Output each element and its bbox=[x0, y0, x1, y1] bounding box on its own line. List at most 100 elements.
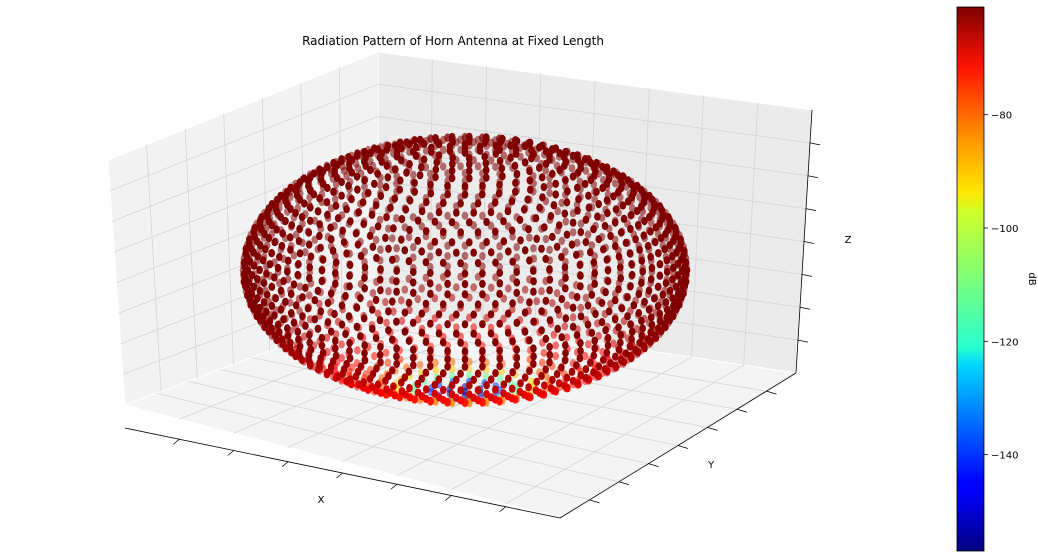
scatter-point bbox=[422, 385, 430, 394]
scatter-point bbox=[636, 245, 643, 254]
scatter-point bbox=[600, 245, 607, 254]
scatter-point bbox=[564, 187, 571, 196]
scatter-point bbox=[282, 297, 289, 306]
scatter-point bbox=[260, 279, 268, 288]
scatter-point bbox=[390, 224, 397, 233]
grid-line bbox=[505, 364, 744, 505]
scatter-point bbox=[427, 319, 434, 328]
scatter-point bbox=[382, 298, 389, 307]
scatter-point bbox=[507, 141, 514, 150]
scatter-point bbox=[305, 240, 313, 249]
scatter-point bbox=[304, 304, 312, 313]
scatter-point bbox=[420, 155, 428, 164]
scatter-point bbox=[410, 267, 417, 277]
scatter-point bbox=[271, 311, 278, 320]
scatter-point bbox=[474, 199, 482, 208]
z-tick bbox=[797, 339, 809, 343]
scatter-point bbox=[383, 213, 390, 222]
scatter-point bbox=[302, 283, 309, 292]
scatter-point bbox=[372, 235, 380, 245]
scatter-point bbox=[584, 230, 592, 239]
scatter-point bbox=[398, 387, 406, 396]
scatter-point bbox=[546, 181, 554, 190]
scatter-point bbox=[444, 211, 451, 220]
scatter-point bbox=[603, 196, 611, 205]
scatter-point bbox=[568, 291, 576, 300]
scatter-point bbox=[334, 214, 342, 223]
scatter-point bbox=[553, 242, 561, 251]
scatter-point bbox=[427, 189, 435, 198]
scatter-point bbox=[397, 156, 405, 165]
scatter-point bbox=[590, 225, 597, 234]
scatter-point bbox=[360, 219, 368, 229]
scatter-point bbox=[287, 245, 294, 254]
scatter-point bbox=[562, 284, 569, 293]
scatter-point bbox=[630, 301, 638, 310]
scatter-point bbox=[487, 156, 495, 165]
scatter-point bbox=[526, 256, 533, 265]
scatter-point bbox=[453, 310, 460, 319]
scatter-point bbox=[542, 296, 550, 305]
scatter-point bbox=[250, 282, 258, 291]
scatter-point bbox=[513, 278, 521, 287]
scatter-point bbox=[647, 227, 654, 236]
scatter-point bbox=[295, 335, 302, 344]
scatter-point bbox=[448, 381, 456, 390]
scatter-point bbox=[508, 197, 516, 206]
scatter-point bbox=[526, 233, 533, 242]
scatter-point bbox=[577, 339, 584, 348]
scatter-point bbox=[474, 369, 482, 378]
scatter-point bbox=[591, 279, 598, 288]
scatter-point bbox=[639, 267, 646, 276]
scatter-point bbox=[355, 380, 363, 389]
scatter-point bbox=[327, 289, 335, 298]
scatter-point bbox=[587, 358, 594, 367]
scatter-point bbox=[444, 347, 451, 356]
colorbar-label: dB bbox=[1026, 272, 1037, 285]
scatter-point bbox=[663, 313, 671, 322]
scatter-point bbox=[327, 223, 334, 232]
scatter-point bbox=[382, 348, 390, 357]
scatter-point bbox=[628, 270, 636, 280]
scatter-point bbox=[284, 256, 292, 265]
scatter-point bbox=[496, 156, 504, 166]
scatter-point bbox=[332, 336, 339, 345]
scatter-point bbox=[573, 250, 580, 259]
scatter-point bbox=[374, 222, 382, 231]
scatter-point bbox=[295, 260, 302, 269]
scatter-point bbox=[562, 349, 569, 358]
scatter-point bbox=[659, 290, 667, 299]
scatter-point bbox=[444, 190, 452, 199]
scatter-point bbox=[500, 237, 508, 246]
scatter-point bbox=[479, 320, 486, 329]
scatter-point bbox=[638, 316, 645, 325]
scatter-point bbox=[393, 352, 400, 361]
scatter-point bbox=[521, 327, 529, 336]
scatter-point bbox=[521, 246, 529, 255]
scatter-point bbox=[533, 297, 540, 306]
scatter-point bbox=[276, 252, 283, 262]
scatter-point bbox=[513, 318, 521, 327]
scatter-point bbox=[361, 273, 368, 282]
y-tick bbox=[766, 390, 777, 395]
scatter-point bbox=[670, 301, 677, 310]
scatter-point bbox=[615, 285, 622, 294]
scatter-point bbox=[426, 252, 434, 261]
scatter-point bbox=[427, 242, 434, 251]
scatter-point bbox=[581, 351, 589, 361]
scatter-point bbox=[389, 297, 396, 306]
scatter-point bbox=[286, 233, 294, 242]
scatter-point bbox=[562, 314, 570, 323]
scatter-point bbox=[311, 216, 319, 225]
scatter-point bbox=[348, 168, 356, 177]
scatter-point bbox=[509, 299, 516, 308]
scatter-point bbox=[410, 345, 417, 354]
scatter-point bbox=[479, 290, 486, 299]
scatter-point bbox=[614, 188, 622, 197]
scatter-point bbox=[591, 269, 598, 278]
scatter-point bbox=[674, 271, 682, 280]
scatter-point bbox=[296, 282, 304, 291]
scatter-point bbox=[318, 277, 326, 286]
scatter-point bbox=[598, 298, 606, 308]
scatter-point bbox=[254, 252, 261, 261]
